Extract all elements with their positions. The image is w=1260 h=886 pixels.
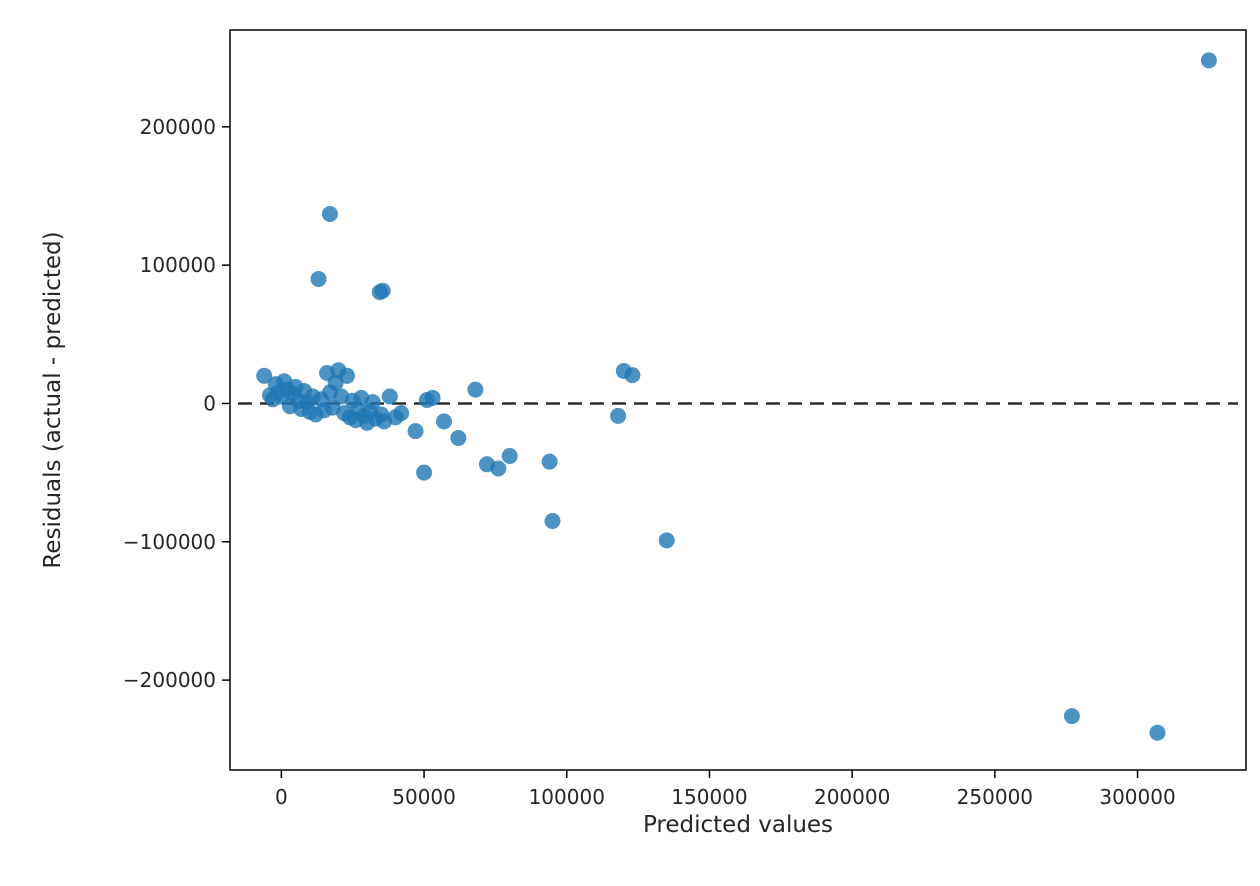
scatter-point	[374, 282, 391, 299]
scatter-point	[321, 206, 338, 222]
y-tick-label: −100000	[123, 530, 216, 554]
y-tick-label: 200000	[140, 115, 216, 139]
scatter-point	[393, 405, 410, 422]
x-axis-label: Predicted values	[643, 812, 833, 838]
scatter-point	[450, 430, 467, 446]
x-tick-label: 200000	[814, 785, 890, 809]
y-tick-label: 100000	[140, 253, 216, 277]
scatter-point	[478, 456, 495, 473]
scatter-point	[416, 464, 433, 481]
scatter-point	[610, 407, 627, 424]
scatter-point	[436, 413, 452, 430]
x-tick-label: 250000	[957, 785, 1033, 809]
scatter-point	[424, 389, 441, 406]
y-tick-label: 0	[203, 391, 216, 415]
scatter-point	[467, 381, 484, 398]
scatter-point	[381, 388, 398, 405]
scatter-point	[658, 532, 675, 549]
x-tick-label: 50000	[392, 785, 456, 809]
scatter-point	[256, 367, 273, 384]
scatter-point	[339, 367, 355, 384]
axes-spines	[229, 29, 1247, 771]
y-axis-label: Residuals (actual - predicted)	[40, 231, 66, 568]
x-tick-label: 300000	[1099, 785, 1175, 809]
scatter-point	[407, 423, 424, 440]
scatter-point	[310, 271, 327, 287]
scatter-point	[541, 453, 558, 470]
scatter-point	[364, 394, 381, 411]
scatter-point	[1063, 708, 1080, 725]
x-tick-label: 0	[275, 785, 288, 809]
scatter-point	[1149, 724, 1166, 741]
plot-layer: 0 50000 100000 150000 200000 250000 300000 −200…	[123, 29, 1247, 809]
scatter-point	[544, 513, 561, 529]
x-tick-label: 150000	[671, 785, 747, 809]
scatter-point	[624, 367, 641, 384]
y-tick-label: −200000	[123, 668, 216, 692]
x-tick-label: 100000	[529, 785, 605, 809]
scatter-point	[501, 448, 518, 464]
scatter-point	[1200, 52, 1217, 69]
